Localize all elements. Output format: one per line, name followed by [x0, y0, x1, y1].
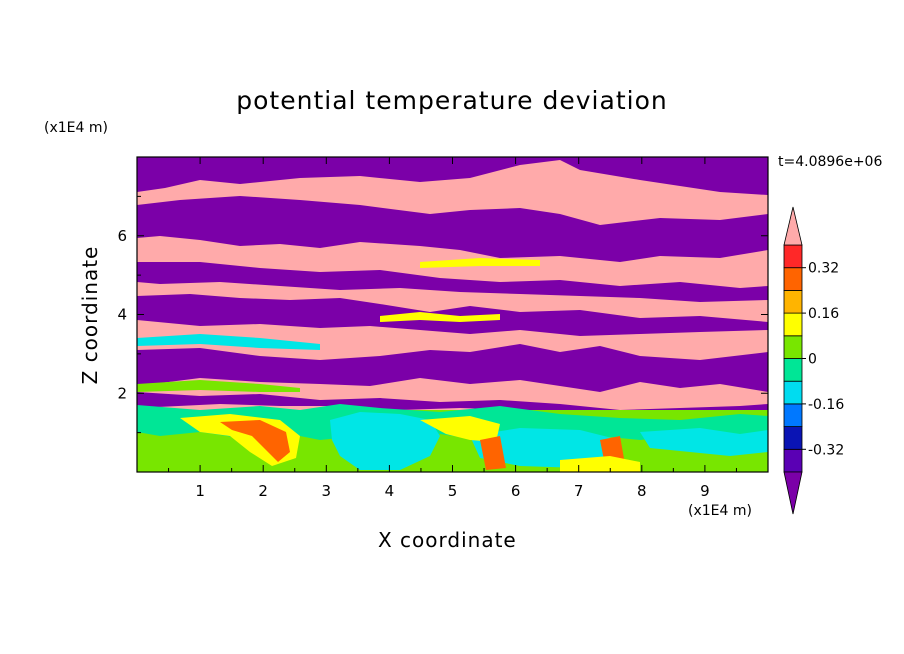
- colorbar-label: 0: [808, 352, 817, 368]
- colorbar-top-triangle: [783, 206, 803, 246]
- x-tick-label: 6: [511, 482, 521, 500]
- orange-swirl-a: [220, 420, 290, 462]
- y-tick-label: 6: [117, 227, 127, 245]
- cyan-blob-a: [330, 412, 440, 470]
- x-axis-label: X coordinate: [378, 528, 517, 552]
- colorbar-box: [783, 289, 803, 314]
- x-tick-label: 1: [195, 482, 205, 500]
- y-tick-label: 4: [117, 306, 127, 324]
- colorbar-label: 0.32: [808, 261, 839, 277]
- colorbar-box: [783, 358, 803, 382]
- colorbar-box: [783, 448, 803, 473]
- colorbar-label: -0.32: [808, 442, 844, 458]
- cyan-blob-c: [640, 428, 768, 456]
- chart-title: potential temperature deviation: [236, 86, 668, 115]
- colorbar-label: 0.16: [808, 306, 839, 322]
- x-tick-label: 2: [258, 482, 268, 500]
- x-tick-label: 3: [322, 482, 332, 500]
- colorbar-box: [783, 267, 803, 291]
- y-axis: 2 4 6: [117, 195, 768, 434]
- colorbar-box: [783, 380, 803, 405]
- cyan-blob-b: [470, 428, 620, 468]
- cyan-streak-3: [137, 334, 320, 350]
- colorbar-label: -0.16: [808, 397, 844, 413]
- x-axis: 1 2 3 4 5 6 7 8 9: [168, 157, 737, 500]
- colorbar-box: [783, 403, 803, 427]
- yellow-streak-5: [420, 258, 540, 268]
- purple-band-4: [137, 294, 768, 336]
- colorbar-box: [783, 312, 803, 337]
- purple-band-6: [137, 196, 768, 262]
- x-tick-label: 8: [637, 482, 647, 500]
- x-unit-label: (x1E4 m): [688, 503, 752, 519]
- contour-field: [137, 157, 768, 472]
- orange-swirl-b: [480, 436, 506, 470]
- x-tick-label: 5: [448, 482, 458, 500]
- x-tick-label: 9: [700, 482, 710, 500]
- purple-band-3: [137, 344, 768, 392]
- y-tick-label: 2: [117, 384, 127, 402]
- colorbar-box: [783, 426, 803, 450]
- time-label: t=4.0896e+06: [778, 154, 883, 170]
- yellow-swirl-c: [560, 456, 640, 472]
- green-streak-2: [137, 380, 300, 392]
- yellow-streak-4: [380, 312, 500, 322]
- y-axis-label: Z coordinate: [78, 245, 102, 385]
- purple-band-5: [137, 262, 768, 302]
- colorbar: 0.32 0.16 0 -0.16 -0.32: [783, 206, 844, 515]
- y-unit-label: (x1E4 m): [44, 120, 108, 136]
- colorbar-box: [783, 244, 803, 269]
- colorbar-bottom-triangle: [783, 471, 803, 515]
- purple-top: [137, 157, 768, 195]
- colorbar-box: [783, 335, 803, 359]
- yellow-swirl-b: [420, 416, 500, 442]
- x-tick-label: 4: [385, 482, 395, 500]
- x-tick-label: 7: [574, 482, 584, 500]
